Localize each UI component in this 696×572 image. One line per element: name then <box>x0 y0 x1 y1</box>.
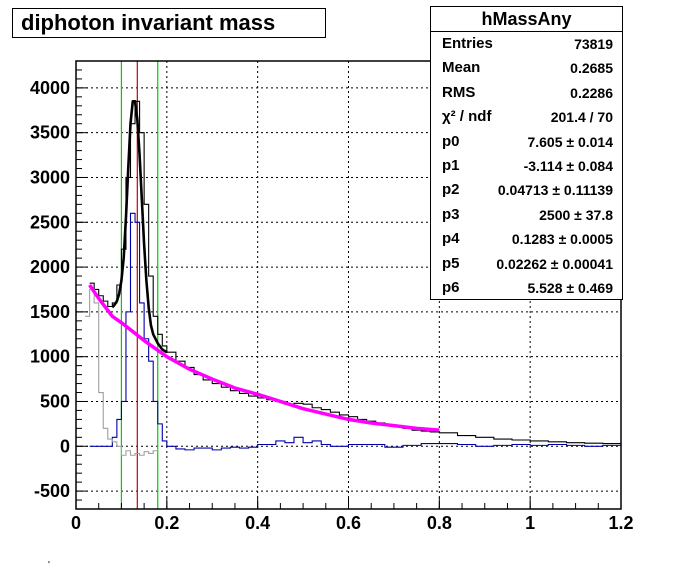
stats-value: 7.605 ± 0.014 <box>527 133 613 150</box>
stats-row-p2: p2 0.04713 ± 0.11139 <box>431 178 622 202</box>
y-tick-label: 1500 <box>30 302 70 322</box>
y-tick-label: 500 <box>40 391 70 411</box>
y-tick-label: 2000 <box>30 257 70 277</box>
x-tick-label: 0.2 <box>154 513 179 533</box>
stats-value: 0.1283 ± 0.0005 <box>511 231 613 248</box>
stats-value: 2500 ± 37.8 <box>539 206 613 223</box>
stats-row-p3: p3 2500 ± 37.8 <box>431 203 622 227</box>
stats-row-p4: p4 0.1283 ± 0.0005 <box>431 227 622 251</box>
y-tick-label: 3500 <box>30 123 70 143</box>
stats-title: hMassAny <box>431 7 622 32</box>
stats-row-p1: p1 -3.114 ± 0.084 <box>431 154 622 178</box>
stats-row-rms: RMS 0.2286 <box>431 81 622 105</box>
stats-key: p4 <box>442 230 460 248</box>
chart-title: diphoton invariant mass <box>12 8 326 38</box>
x-tick-label: 0.4 <box>245 513 270 533</box>
fit-curve <box>88 284 440 432</box>
stats-key: p5 <box>442 254 460 272</box>
axes: 0 0.2 0.4 0.6 0.8 1 1.2-5000500100015002000250… <box>30 69 634 533</box>
stats-value: 0.2286 <box>570 84 613 101</box>
y-tick-label: 0 <box>60 436 70 456</box>
footnote: ' <box>48 560 50 571</box>
histogram-series <box>85 288 159 456</box>
stats-value: 5.528 ± 0.469 <box>527 279 613 296</box>
y-tick-label: 3000 <box>30 167 70 187</box>
stats-value: 0.02262 ± 0.00041 <box>496 255 613 272</box>
stats-row-chi2: χ² / ndf 201.4 / 70 <box>431 105 622 129</box>
stats-value: -3.114 ± 0.084 <box>523 157 613 174</box>
stats-key: p2 <box>442 181 460 199</box>
stats-key: χ² / ndf <box>442 108 492 126</box>
x-tick-label: 0 <box>71 513 81 533</box>
y-tick-label: 2500 <box>30 212 70 232</box>
x-tick-label: 1.2 <box>608 513 633 533</box>
stats-value: 73819 <box>574 36 613 52</box>
stats-key: Mean <box>442 59 481 77</box>
y-tick-label: -500 <box>34 481 70 501</box>
stats-value: 0.04713 ± 0.11139 <box>497 182 613 199</box>
y-tick-label: 4000 <box>30 78 70 98</box>
stats-row-entries: Entries 73819 <box>431 32 622 56</box>
histogram-series <box>89 212 622 451</box>
stats-key: p6 <box>442 278 460 296</box>
stats-key: Entries <box>442 35 493 52</box>
stats-key: p3 <box>442 205 460 223</box>
stats-value: 0.2685 <box>570 60 613 77</box>
series-layer <box>85 61 622 509</box>
stats-row-mean: Mean 0.2685 <box>431 56 622 80</box>
stats-row-p5: p5 0.02262 ± 0.00041 <box>431 252 622 276</box>
x-tick-label: 0.6 <box>336 513 361 533</box>
stats-row-p6: p6 5.528 ± 0.469 <box>431 276 622 300</box>
stats-key: RMS <box>442 83 476 101</box>
stats-box: hMassAny Entries 73819 Mean 0.2685 RMS 0.22… <box>430 6 623 300</box>
x-tick-label: 1 <box>525 513 535 533</box>
fit-curve <box>111 100 168 354</box>
stats-key: p1 <box>442 156 460 174</box>
stats-value: 201.4 / 70 <box>550 109 613 126</box>
stats-row-p0: p0 7.605 ± 0.014 <box>431 130 622 154</box>
y-tick-label: 1000 <box>30 347 70 367</box>
stats-key: p0 <box>442 132 460 150</box>
x-tick-label: 0.8 <box>427 513 452 533</box>
